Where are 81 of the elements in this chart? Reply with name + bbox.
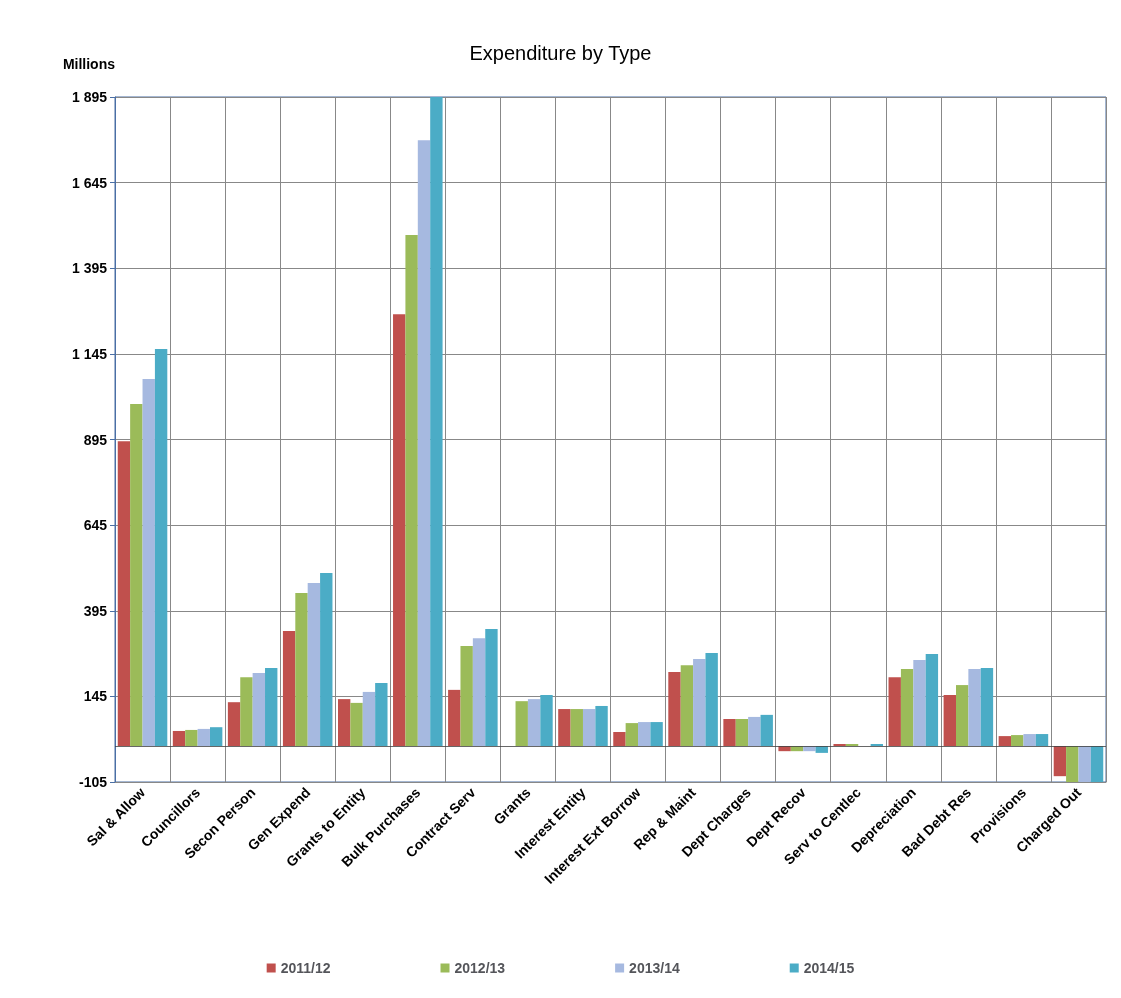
bar (570, 709, 583, 747)
bar (282, 630, 296, 747)
bar (197, 728, 210, 747)
bar (650, 722, 663, 747)
bar (1066, 746, 1079, 782)
bar (735, 718, 749, 747)
bar (240, 677, 253, 747)
bar (998, 736, 1012, 747)
bar (252, 673, 266, 747)
bar (295, 592, 308, 747)
bar (375, 683, 388, 747)
bar (460, 646, 473, 747)
bar (265, 667, 278, 747)
bar (693, 659, 706, 747)
bar (870, 743, 884, 747)
chart-title: Expenditure by Type (469, 42, 652, 64)
bar (485, 628, 498, 747)
bar (723, 718, 736, 747)
bar (154, 349, 168, 747)
bar (172, 730, 186, 747)
bar (748, 716, 761, 747)
bar (582, 709, 596, 747)
bar (227, 702, 241, 747)
bar (405, 235, 418, 747)
bar (833, 743, 846, 747)
bar (1053, 746, 1067, 777)
bar (888, 677, 901, 747)
legend-label: 2012/13 (454, 960, 506, 976)
y-tick-label: 145 (83, 688, 108, 705)
bar (393, 314, 406, 747)
bar (362, 691, 376, 747)
bar (448, 689, 461, 747)
bar (638, 722, 651, 747)
y-tick-label: 1 645 (71, 174, 108, 191)
bar (320, 573, 333, 747)
bar (527, 699, 541, 747)
bar (1011, 735, 1024, 747)
bar (350, 702, 363, 747)
bar (472, 638, 486, 747)
legend-label: 2014/15 (803, 960, 855, 976)
bar (595, 705, 608, 747)
y-tick-label: 645 (83, 517, 108, 534)
bar (705, 652, 718, 747)
bar (955, 685, 969, 747)
bar (943, 695, 956, 747)
bar (625, 723, 639, 747)
legend-label: 2011/12 (280, 960, 331, 976)
bar (130, 403, 143, 747)
bar (668, 672, 681, 747)
bar (117, 441, 131, 747)
bar (760, 714, 773, 747)
y-tick-label: 1 895 (71, 89, 108, 105)
bar (925, 653, 939, 747)
bar (417, 140, 431, 747)
bar (337, 699, 351, 747)
bar (540, 695, 553, 747)
bar (1023, 734, 1036, 747)
bar (307, 583, 321, 747)
bar (680, 665, 694, 747)
bar (515, 701, 528, 747)
bar (209, 727, 223, 747)
y-axis-title: Millions (62, 56, 116, 72)
bar (1090, 746, 1104, 782)
legend-label: 2013/14 (629, 960, 680, 976)
bar (430, 97, 443, 747)
bar (613, 732, 626, 747)
y-tick-label: 1 145 (71, 345, 108, 362)
bar (980, 667, 994, 747)
bar (968, 668, 981, 747)
y-tick-label: -105 (78, 774, 108, 790)
bar (142, 378, 155, 747)
bar (1035, 734, 1049, 747)
bar (558, 709, 571, 747)
bar (185, 729, 198, 747)
bar (900, 668, 914, 747)
bar (1078, 746, 1091, 782)
bar (913, 660, 926, 747)
y-tick-label: 895 (83, 431, 108, 448)
y-tick-label: 1 395 (71, 260, 108, 277)
bar (845, 743, 859, 747)
y-tick-label: 395 (83, 602, 108, 619)
